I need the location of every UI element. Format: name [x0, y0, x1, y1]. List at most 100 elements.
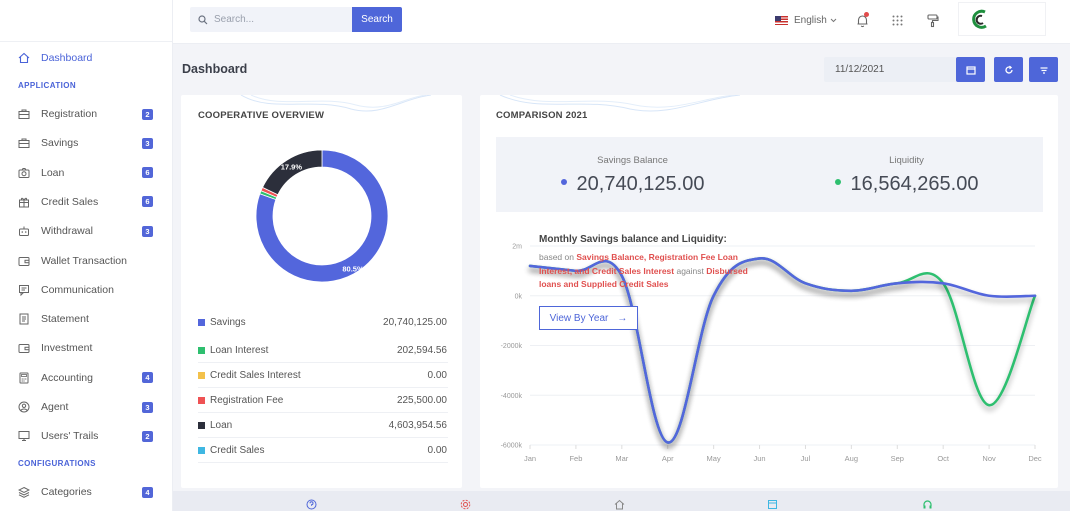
- robot-icon: [18, 225, 30, 237]
- section-configurations: CONFIGURATIONS: [18, 459, 96, 468]
- legend-label: Loan: [210, 420, 233, 431]
- apps-button[interactable]: [888, 11, 906, 29]
- sidebar-item-communication[interactable]: Communication: [0, 279, 173, 301]
- savings-balance-line: [528, 257, 1037, 444]
- help-icon[interactable]: [306, 499, 318, 511]
- sidebar-item-label: Loan: [41, 166, 65, 179]
- grid-icon: [892, 15, 902, 25]
- legend-row-loan: Loan 4,603,954.56: [198, 414, 448, 438]
- sidebar-item-label: Categories: [41, 486, 92, 498]
- calculator-icon: [18, 372, 30, 384]
- legend-value: 20,740,125.00: [383, 316, 447, 328]
- gift-icon: [18, 196, 30, 208]
- search-button[interactable]: Search: [352, 7, 402, 32]
- user-circle-icon: [18, 401, 30, 413]
- sidebar-item-label: Users' Trails: [41, 430, 99, 443]
- x-tick-label: Oct: [937, 454, 950, 463]
- sidebar-item-investment[interactable]: Investment: [0, 337, 173, 359]
- legend-row-registration-fee: Registration Fee 225,500.00: [198, 389, 448, 413]
- stats-summary: Savings Balance 20,740,125.00 Liquidity …: [496, 137, 1043, 212]
- overview-title: COOPERATIVE OVERVIEW: [198, 110, 325, 121]
- sidebar-item-accounting[interactable]: Accounting 4: [0, 367, 173, 389]
- legend-swatch: [198, 397, 205, 404]
- sidebar-item-label: Savings: [41, 137, 79, 150]
- refresh-button[interactable]: [994, 57, 1023, 82]
- sidebar-item-label: Credit Sales: [41, 195, 99, 208]
- savings-balance-label: Savings Balance: [597, 155, 668, 166]
- search-box: [190, 7, 352, 32]
- search-input[interactable]: [214, 14, 344, 25]
- legend-value: 4,603,954.56: [388, 420, 447, 431]
- sidebar-item-label: Statement: [41, 313, 89, 326]
- x-tick-label: Nov: [982, 454, 996, 463]
- briefcase-icon: [18, 137, 30, 149]
- notification-button[interactable]: [853, 11, 871, 29]
- sidebar-item-wallet-transaction[interactable]: Wallet Transaction: [0, 250, 173, 272]
- legend-value: 0.00: [427, 445, 447, 456]
- cooperative-overview-card: COOPERATIVE OVERVIEW 80.5% 17.9% Savings 2…: [181, 95, 462, 488]
- notification-dot: [864, 12, 869, 17]
- sidebar-item-credit-sales[interactable]: Credit Sales 6: [0, 191, 173, 213]
- sidebar-item-loan[interactable]: Loan 6: [0, 162, 173, 184]
- description-prefix: based on: [539, 252, 577, 262]
- y-tick-label: 2m: [512, 244, 522, 251]
- comparison-title: COMPARISON 2021: [496, 110, 588, 121]
- filter-button[interactable]: [1029, 57, 1058, 82]
- arrow-right-icon: →: [617, 312, 628, 324]
- calendar-button[interactable]: [956, 57, 985, 82]
- report-icon[interactable]: [767, 499, 779, 511]
- wallet-icon: [18, 342, 30, 354]
- legend-value: 225,500.00: [396, 395, 447, 406]
- chart-heading: Monthly Savings balance and Liquidity:: [539, 234, 727, 245]
- legend-label: Registration Fee: [210, 395, 284, 406]
- view-by-year-button[interactable]: View By Year →: [539, 306, 638, 330]
- section-application: APPLICATION: [18, 81, 77, 90]
- comparison-card: COMPARISON 2021 Savings Balance 20,740,1…: [480, 95, 1058, 488]
- view-by-year-label: View By Year: [549, 312, 609, 324]
- settings-icon[interactable]: [460, 499, 472, 511]
- sidebar-item-statement[interactable]: Statement: [0, 308, 173, 330]
- x-tick-label: Feb: [569, 454, 582, 463]
- sidebar-item-users-trails[interactable]: Users' Trails 2: [0, 425, 173, 447]
- calendar-icon: [965, 65, 976, 75]
- savings-balance-value: 20,740,125.00: [576, 173, 705, 195]
- search-icon: [198, 14, 208, 24]
- liquidity-value: 16,564,265.00: [850, 173, 979, 195]
- liquidity-label: Liquidity: [889, 155, 924, 166]
- cooperative-logo: [958, 2, 1046, 36]
- layers-icon: [18, 486, 30, 498]
- count-badge: 4: [142, 372, 153, 384]
- x-tick-label: Jul: [801, 454, 811, 463]
- count-badge: 2: [142, 108, 153, 120]
- sidebar-item-dashboard[interactable]: Dashboard: [0, 47, 173, 69]
- legend-swatch: [198, 372, 205, 379]
- language-selector[interactable]: English: [775, 15, 837, 26]
- donut-slice-loan: [261, 149, 323, 196]
- count-badge: 3: [142, 137, 153, 149]
- legend-label: Credit Sales Interest: [210, 370, 301, 381]
- sidebar-item-label: Withdrawal: [41, 225, 93, 238]
- paint-roller-icon: [926, 13, 939, 27]
- monitor-icon: [18, 430, 30, 442]
- sidebar-item-label: Registration: [41, 108, 98, 120]
- legend-row-credit-sales-interest: Credit Sales Interest 0.00: [198, 364, 448, 388]
- home-icon[interactable]: [614, 499, 626, 511]
- date-input[interactable]: [824, 57, 956, 82]
- camera-icon: [18, 167, 30, 179]
- sidebar-item-savings[interactable]: Savings 3: [0, 132, 173, 154]
- x-tick-label: Mar: [615, 454, 628, 463]
- theme-button[interactable]: [923, 11, 941, 29]
- headset-icon[interactable]: [922, 499, 934, 511]
- legend-row-savings: Savings 20,740,125.00: [198, 310, 448, 334]
- sidebar-item-withdrawal[interactable]: Withdrawal 3: [0, 220, 173, 242]
- filter-icon: [1040, 66, 1047, 74]
- y-tick-label: 0k: [515, 293, 523, 300]
- x-tick-label: Sep: [891, 454, 904, 463]
- y-tick-label: -6000k: [501, 443, 523, 450]
- sidebar-item-categories[interactable]: Categories 4: [0, 481, 173, 503]
- sidebar-item-registration[interactable]: Registration 2: [0, 103, 173, 125]
- sidebar-item-agent[interactable]: Agent 3: [0, 396, 173, 418]
- sidebar-item-label: Communication: [41, 283, 114, 296]
- description-highlight-income: Savings Balance, Registration Fee Loan I…: [539, 252, 738, 276]
